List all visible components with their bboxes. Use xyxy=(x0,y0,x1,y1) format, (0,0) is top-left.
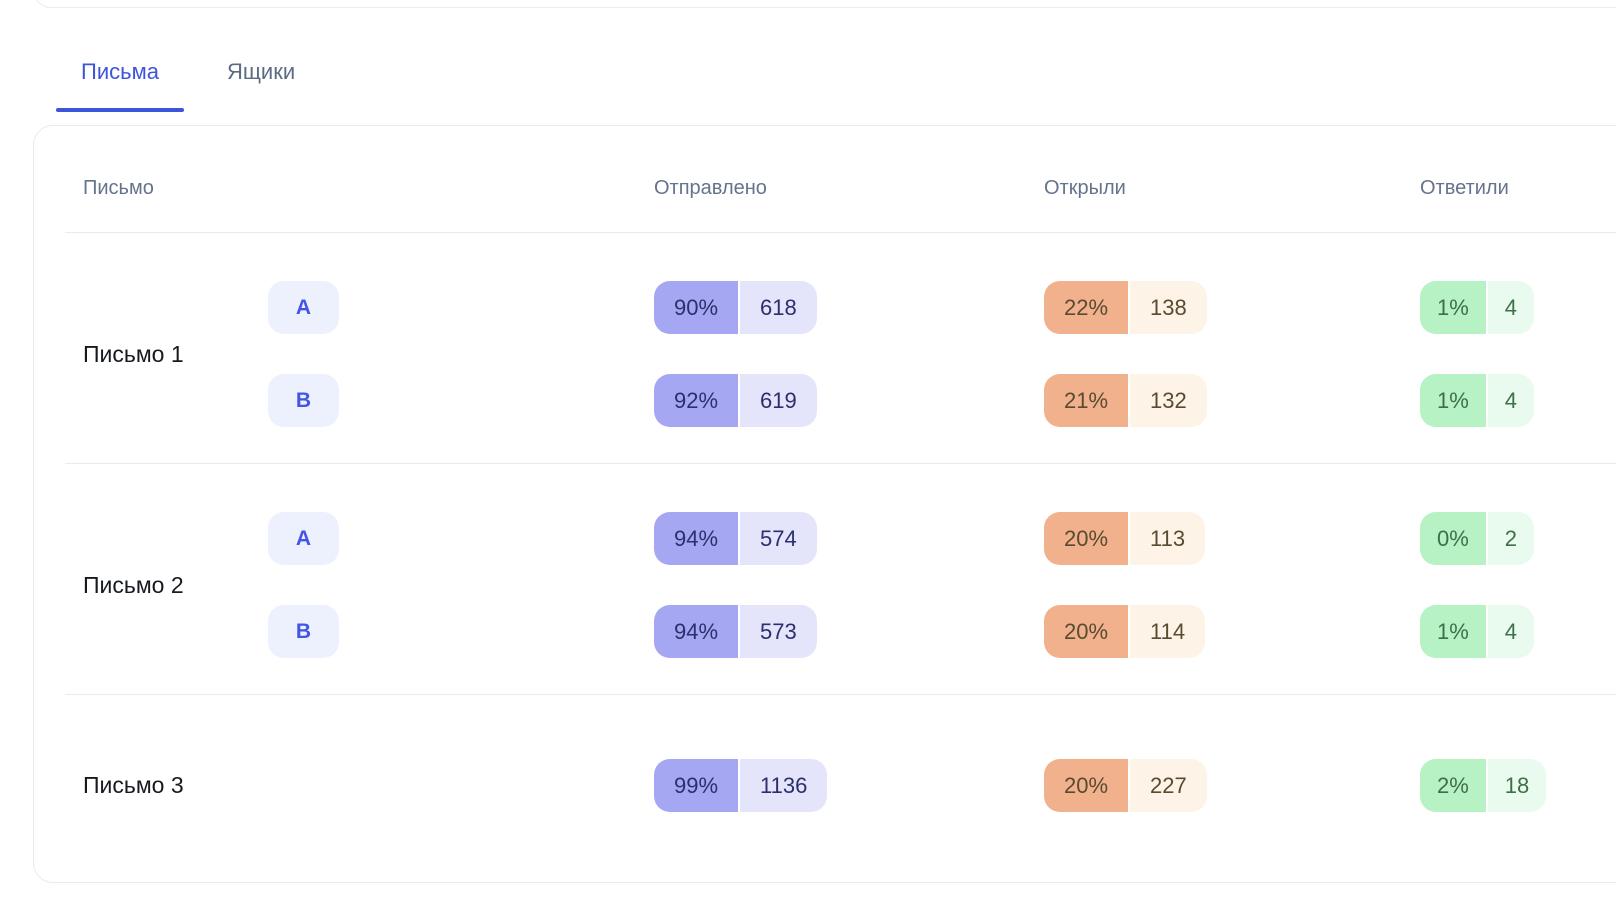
percent-value: 20% xyxy=(1044,759,1129,812)
variant-row: A 94% 574 20% 113 xyxy=(268,512,1616,565)
row-name: Письмо 3 xyxy=(83,772,184,798)
count-value: 113 xyxy=(1130,512,1206,565)
percent-value: 2% xyxy=(1420,759,1486,812)
replied-pill: 1% 4 xyxy=(1420,374,1535,427)
count-value: 2 xyxy=(1487,512,1535,565)
percent-value: 99% xyxy=(654,759,739,812)
replied-pill: 1% 4 xyxy=(1420,605,1535,658)
variant-badge: A xyxy=(268,512,339,565)
percent-value: 94% xyxy=(654,512,739,565)
sent-pill: 99% 1136 xyxy=(654,759,828,812)
count-value: 574 xyxy=(740,512,817,565)
table-row: Письмо 1 A 90% 618 22% xyxy=(65,233,1616,463)
variant-row: A 90% 618 22% 138 xyxy=(268,281,1616,334)
replied-pill: 0% 2 xyxy=(1420,512,1535,565)
row-divider xyxy=(65,232,1616,233)
percent-value: 20% xyxy=(1044,512,1129,565)
count-value: 618 xyxy=(740,281,817,334)
percent-value: 22% xyxy=(1044,281,1129,334)
percent-value: 90% xyxy=(654,281,739,334)
variant-row: B 92% 619 21% 132 xyxy=(268,374,1616,427)
opened-pill: 20% 113 xyxy=(1044,512,1206,565)
column-header-opened: Открыли xyxy=(1044,176,1126,199)
replied-pill: 2% 18 xyxy=(1420,759,1547,812)
count-value: 4 xyxy=(1487,281,1535,334)
variant-row: B 94% 573 20% 114 xyxy=(268,605,1616,658)
tab-mailboxes[interactable]: Ящики xyxy=(202,60,320,112)
opened-pill: 20% 114 xyxy=(1044,605,1206,658)
count-value: 132 xyxy=(1130,374,1207,427)
replied-pill: 1% 4 xyxy=(1420,281,1535,334)
letters-stats-card: Письмо Отправлено Открыли Ответили Письм… xyxy=(33,125,1616,883)
tab-mailboxes-label: Ящики xyxy=(226,59,296,84)
percent-value: 94% xyxy=(654,605,739,658)
table-row: Письмо 2 A 94% 574 20% xyxy=(65,464,1616,694)
variants: A 94% 574 20% 113 xyxy=(268,512,1616,658)
opened-pill: 22% 138 xyxy=(1044,281,1207,334)
percent-value: 20% xyxy=(1044,605,1129,658)
tab-bar: Письма Ящики xyxy=(56,60,320,112)
count-value: 1136 xyxy=(740,759,828,812)
count-value: 4 xyxy=(1487,605,1535,658)
percent-value: 1% xyxy=(1420,374,1486,427)
tab-letters[interactable]: Письма xyxy=(56,60,184,112)
count-value: 114 xyxy=(1130,605,1206,658)
percent-value: 1% xyxy=(1420,281,1486,334)
sent-pill: 90% 618 xyxy=(654,281,817,334)
tab-letters-label: Письма xyxy=(81,59,159,84)
percent-value: 1% xyxy=(1420,605,1486,658)
variant-badge: B xyxy=(268,605,339,658)
percent-value: 92% xyxy=(654,374,739,427)
table-row: Письмо 3 99% 1136 20% 227 xyxy=(65,695,1616,882)
variant-row: 99% 1136 20% 227 2% 18 xyxy=(268,759,1616,812)
variants: A 90% 618 22% 138 xyxy=(268,281,1616,427)
column-header-replied: Ответили xyxy=(1420,176,1509,199)
previous-card-bottom-edge xyxy=(33,0,1616,8)
variant-badge: A xyxy=(268,281,339,334)
opened-pill: 20% 227 xyxy=(1044,759,1207,812)
count-value: 4 xyxy=(1487,374,1535,427)
count-value: 138 xyxy=(1130,281,1207,334)
opened-pill: 21% 132 xyxy=(1044,374,1207,427)
count-value: 619 xyxy=(740,374,817,427)
percent-value: 0% xyxy=(1420,512,1486,565)
count-value: 573 xyxy=(740,605,817,658)
sent-pill: 94% 574 xyxy=(654,512,817,565)
active-tab-underline xyxy=(56,108,184,112)
column-header-letter: Письмо xyxy=(83,176,154,199)
row-name: Письмо 2 xyxy=(83,571,184,598)
row-divider xyxy=(65,694,1616,695)
row-divider xyxy=(65,463,1616,464)
count-value: 227 xyxy=(1130,759,1207,812)
column-header-sent: Отправлено xyxy=(654,176,767,199)
sent-pill: 94% 573 xyxy=(654,605,817,658)
count-value: 18 xyxy=(1487,759,1547,812)
sent-pill: 92% 619 xyxy=(654,374,817,427)
table-header: Письмо Отправлено Открыли Ответили xyxy=(65,126,1616,232)
variants: 99% 1136 20% 227 2% 18 xyxy=(268,759,1616,812)
percent-value: 21% xyxy=(1044,374,1129,427)
variant-badge: B xyxy=(268,374,339,427)
row-name: Письмо 1 xyxy=(83,340,184,367)
